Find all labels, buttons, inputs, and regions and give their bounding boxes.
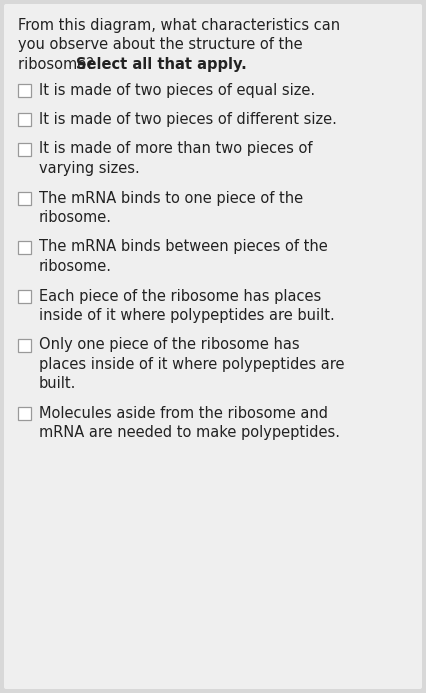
Text: Select all that apply.: Select all that apply. <box>77 57 247 72</box>
Text: The mRNA binds between pieces of the: The mRNA binds between pieces of the <box>39 240 328 254</box>
Text: From this diagram, what characteristics can: From this diagram, what characteristics … <box>18 18 340 33</box>
Text: It is made of more than two pieces of: It is made of more than two pieces of <box>39 141 313 157</box>
Bar <box>18 290 31 303</box>
Text: ribosome.: ribosome. <box>39 210 112 225</box>
Text: Only one piece of the ribosome has: Only one piece of the ribosome has <box>39 337 299 353</box>
Text: The mRNA binds to one piece of the: The mRNA binds to one piece of the <box>39 191 303 206</box>
Text: mRNA are needed to make polypeptides.: mRNA are needed to make polypeptides. <box>39 426 340 441</box>
Text: Each piece of the ribosome has places: Each piece of the ribosome has places <box>39 288 321 304</box>
Text: Molecules aside from the ribosome and: Molecules aside from the ribosome and <box>39 406 328 421</box>
Bar <box>18 240 31 254</box>
Bar <box>18 83 31 96</box>
Text: varying sizes.: varying sizes. <box>39 161 140 176</box>
Text: inside of it where polypeptides are built.: inside of it where polypeptides are buil… <box>39 308 335 323</box>
Bar <box>18 338 31 351</box>
Bar <box>18 113 31 126</box>
FancyBboxPatch shape <box>4 4 422 689</box>
Text: ribosome.: ribosome. <box>39 259 112 274</box>
Bar <box>18 407 31 420</box>
Bar <box>18 191 31 204</box>
Bar <box>18 143 31 155</box>
Text: ribosome?: ribosome? <box>18 57 98 72</box>
Text: you observe about the structure of the: you observe about the structure of the <box>18 37 302 53</box>
Text: It is made of two pieces of different size.: It is made of two pieces of different si… <box>39 112 337 127</box>
Text: It is made of two pieces of equal size.: It is made of two pieces of equal size. <box>39 82 315 98</box>
Text: places inside of it where polypeptides are: places inside of it where polypeptides a… <box>39 357 345 372</box>
Text: built.: built. <box>39 376 76 392</box>
